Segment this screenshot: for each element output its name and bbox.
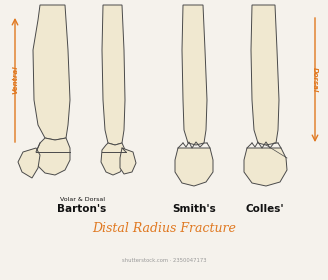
Polygon shape — [18, 148, 40, 178]
Text: Ventral: Ventral — [12, 66, 18, 94]
Polygon shape — [244, 148, 287, 186]
Polygon shape — [182, 5, 207, 145]
Polygon shape — [33, 5, 70, 140]
Polygon shape — [120, 148, 136, 174]
Text: Colles': Colles' — [246, 204, 284, 214]
Polygon shape — [175, 148, 213, 186]
Text: Distal Radius Fracture: Distal Radius Fracture — [92, 222, 236, 235]
Polygon shape — [102, 5, 125, 145]
Text: Barton's: Barton's — [57, 204, 107, 214]
Polygon shape — [36, 138, 70, 175]
Text: Dorsal: Dorsal — [312, 67, 318, 93]
Text: Volar & Dorsal: Volar & Dorsal — [59, 197, 105, 202]
Polygon shape — [251, 5, 279, 145]
Polygon shape — [101, 143, 126, 175]
Text: Smith's: Smith's — [172, 204, 216, 214]
Text: shutterstock.com · 2350047173: shutterstock.com · 2350047173 — [122, 258, 206, 263]
